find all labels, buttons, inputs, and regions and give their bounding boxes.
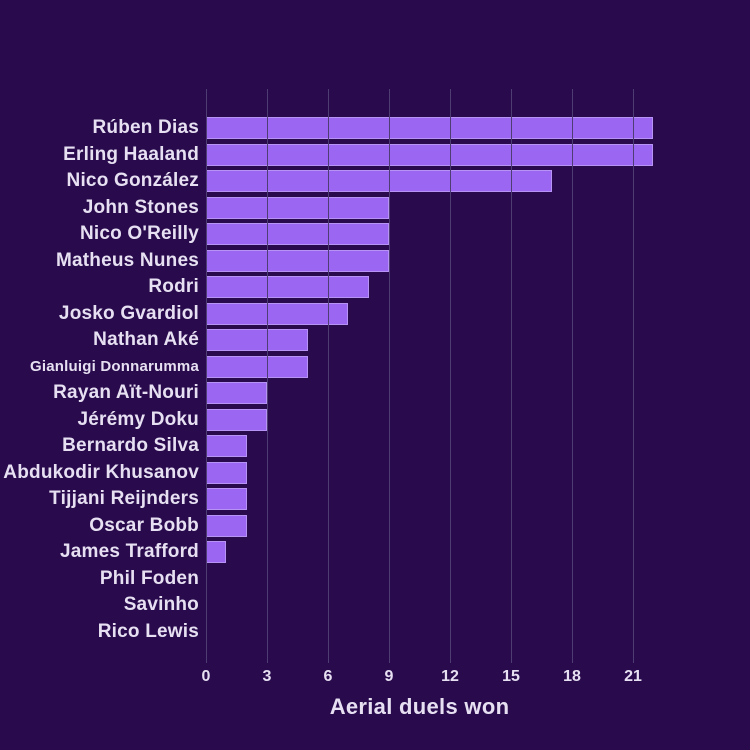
gridline [266, 89, 268, 663]
player-row: Phil Foden [0, 566, 750, 593]
player-label: Nico González [66, 170, 199, 192]
bar [206, 170, 552, 193]
x-tick-label: 15 [502, 668, 520, 685]
x-tick-label: 3 [262, 668, 272, 685]
player-row: John Stones [0, 195, 750, 222]
player-label: Jérémy Doku [77, 408, 199, 430]
player-row: Jérémy Doku [0, 407, 750, 434]
bar [206, 408, 267, 431]
gridline [632, 89, 634, 663]
player-row: Josko Gvardiol [0, 301, 750, 328]
player-label: Rico Lewis [97, 620, 199, 642]
player-label: Abdukodir Khusanov [3, 461, 199, 483]
player-label: James Trafford [59, 541, 199, 563]
bar [206, 196, 389, 219]
player-label: Savinho [123, 594, 199, 616]
bar [206, 514, 247, 537]
player-label: John Stones [82, 196, 199, 218]
gridline [388, 89, 390, 663]
player-label: Oscar Bobb [89, 514, 199, 536]
player-label: Tijjani Reijnders [49, 488, 199, 510]
x-axis-label: Aerial duels won [329, 694, 510, 719]
bar [206, 435, 247, 458]
gridline [510, 89, 512, 663]
x-tick-label: 12 [441, 668, 459, 685]
bar [206, 117, 654, 140]
bar [206, 249, 389, 272]
player-label: Josko Gvardiol [58, 302, 199, 324]
player-row: Matheus Nunes [0, 248, 750, 275]
x-tick-label: 18 [563, 668, 581, 685]
player-row: Savinho [0, 592, 750, 619]
bar [206, 541, 227, 564]
player-row: Erling Haaland [0, 142, 750, 169]
player-label: Gianluigi Donnarumma [29, 358, 199, 376]
bar [206, 276, 369, 299]
x-tick-label: 9 [384, 668, 394, 685]
gridline [327, 89, 329, 663]
bar [206, 355, 308, 378]
player-label: Phil Foden [99, 567, 199, 589]
x-tick-label: 0 [201, 668, 211, 685]
player-label: Nathan Aké [93, 329, 199, 351]
player-label: Erling Haaland [63, 143, 199, 165]
player-row: Nico O'Reilly [0, 221, 750, 248]
player-row: Abdukodir Khusanov [0, 460, 750, 487]
player-label: Rodri [148, 276, 199, 298]
player-label: Rúben Dias [92, 117, 199, 139]
player-row: Rodri [0, 274, 750, 301]
player-row: Rúben Dias [0, 115, 750, 142]
bar [206, 223, 389, 246]
player-row: Nathan Aké [0, 327, 750, 354]
player-row: Oscar Bobb [0, 513, 750, 540]
player-row: Bernardo Silva [0, 433, 750, 460]
player-label: Matheus Nunes [55, 249, 199, 271]
player-row: James Trafford [0, 539, 750, 566]
gridline [571, 89, 573, 663]
bar [206, 329, 308, 352]
x-tick-label: 21 [624, 668, 642, 685]
bar [206, 302, 349, 325]
gridline [205, 89, 207, 663]
bar [206, 143, 654, 166]
player-label: Bernardo Silva [62, 435, 199, 457]
bar [206, 382, 267, 405]
player-label: Nico O'Reilly [79, 223, 199, 245]
player-row: Gianluigi Donnarumma [0, 354, 750, 381]
player-label: Rayan Aït-Nouri [53, 382, 199, 404]
bar [206, 461, 247, 484]
x-tick-label: 6 [323, 668, 333, 685]
gridline [449, 89, 451, 663]
player-row: Rico Lewis [0, 619, 750, 646]
bar [206, 488, 247, 511]
player-row: Rayan Aït-Nouri [0, 380, 750, 407]
player-row: Tijjani Reijnders [0, 486, 750, 513]
player-row: Nico González [0, 168, 750, 195]
